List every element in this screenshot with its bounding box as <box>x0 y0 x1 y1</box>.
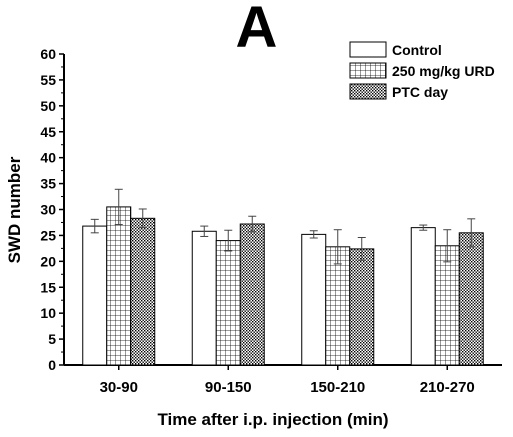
bar <box>458 232 484 366</box>
x-axis-title: Time after i.p. injection (min) <box>157 410 388 429</box>
bar <box>434 245 460 366</box>
legend: Control 250 mg/kg URD PTC day <box>349 41 495 100</box>
bar <box>130 217 156 366</box>
bar <box>82 225 108 366</box>
legend-swatch <box>349 41 387 58</box>
x-category-label: 150-210 <box>310 379 365 396</box>
legend-label: 250 mg/kg URD <box>392 63 495 79</box>
y-axis-title: SWD number <box>5 156 24 263</box>
legend-swatch <box>349 83 387 100</box>
bar <box>215 240 241 366</box>
y-tick-label: 0 <box>48 357 56 373</box>
legend-swatch <box>349 62 387 79</box>
y-tick-label: 15 <box>40 279 56 295</box>
y-tick-label: 60 <box>40 46 56 62</box>
legend-label: Control <box>392 42 442 58</box>
bar <box>106 206 132 366</box>
x-category-label: 30-90 <box>100 379 138 396</box>
bar <box>325 246 351 366</box>
y-tick-label: 30 <box>40 202 56 218</box>
panel-label: A <box>235 0 278 60</box>
y-tick-label: 5 <box>48 331 56 347</box>
bar <box>301 233 327 366</box>
y-tick-label: 55 <box>40 72 56 88</box>
y-tick-label: 20 <box>40 253 56 269</box>
y-tick-label: 25 <box>40 227 56 243</box>
x-category-label: 90-150 <box>205 379 252 396</box>
bar <box>191 230 217 366</box>
bar <box>349 248 375 366</box>
x-category-label: 210-270 <box>420 379 475 396</box>
y-tick-label: 50 <box>40 98 56 114</box>
y-tick-label: 35 <box>40 176 56 192</box>
legend-label: PTC day <box>392 84 448 100</box>
y-tick-label: 45 <box>40 124 56 140</box>
bar <box>410 227 436 366</box>
y-tick-label: 10 <box>40 305 56 321</box>
bar <box>239 223 265 366</box>
y-tick-label: 40 <box>40 150 56 166</box>
